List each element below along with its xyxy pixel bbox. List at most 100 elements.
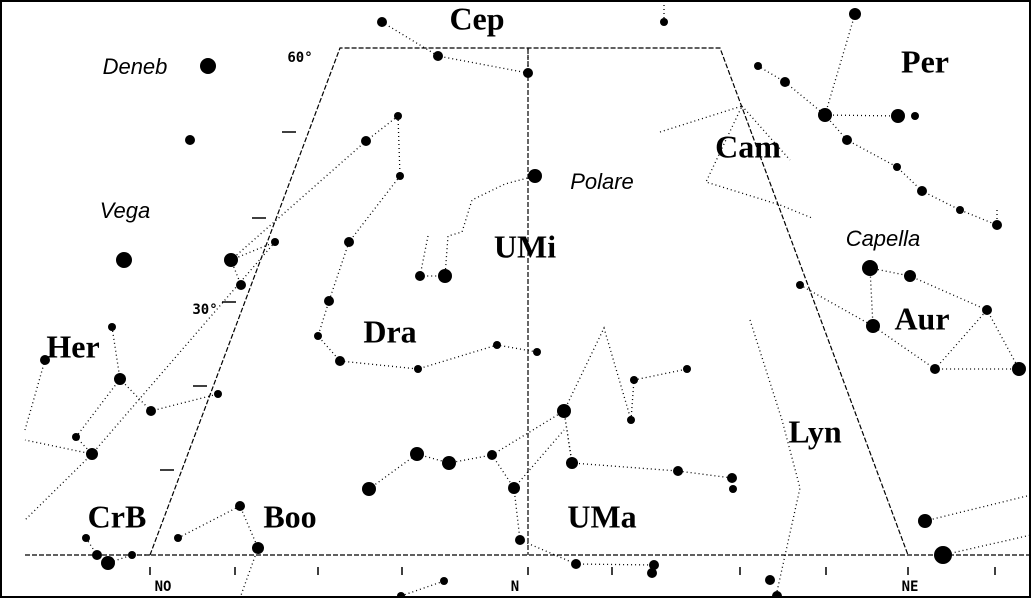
direction-label: NO <box>155 579 172 595</box>
star <box>146 406 156 416</box>
star <box>930 364 940 374</box>
constellation-line <box>563 326 632 421</box>
constellation-label: UMi <box>494 228 556 264</box>
constellation-label: Dra <box>363 313 416 349</box>
star <box>200 58 216 74</box>
star <box>116 252 132 268</box>
star <box>772 591 782 598</box>
star <box>396 172 404 180</box>
constellation-label: Aur <box>894 300 949 336</box>
constellation-line <box>381 21 529 74</box>
star <box>571 559 581 569</box>
star <box>918 514 932 528</box>
star <box>1012 362 1026 376</box>
star <box>394 112 402 120</box>
constellation-line <box>563 410 573 464</box>
star <box>214 390 222 398</box>
altitude-label: 30° <box>192 302 217 318</box>
star <box>796 281 804 289</box>
star <box>442 456 456 470</box>
star <box>780 77 790 87</box>
star <box>236 280 246 290</box>
star <box>649 560 659 570</box>
star <box>818 108 832 122</box>
star <box>842 135 852 145</box>
star <box>92 550 102 560</box>
constellation-label: Boo <box>263 498 316 534</box>
constellation-line <box>177 505 259 598</box>
star <box>397 592 405 598</box>
star <box>934 546 952 564</box>
star <box>523 68 533 78</box>
star <box>252 542 264 554</box>
constellation-line <box>749 319 801 597</box>
star <box>362 482 376 496</box>
star <box>982 305 992 315</box>
star <box>557 404 571 418</box>
stars <box>40 8 1026 598</box>
star <box>754 62 762 70</box>
star <box>224 253 238 267</box>
star <box>235 501 245 511</box>
star <box>992 220 1002 230</box>
star <box>493 341 501 349</box>
constellation-line <box>24 359 46 431</box>
star <box>627 416 635 424</box>
star <box>508 482 520 494</box>
star <box>515 535 525 545</box>
star <box>956 206 964 214</box>
star-name: Vega <box>100 198 151 223</box>
star <box>904 270 916 282</box>
labels: Cep Per Cam UMi Dra Aur Her Lyn CrB Boo UMa Deneb Ve… <box>46 0 949 595</box>
star <box>487 450 497 460</box>
constellation-line <box>757 13 856 117</box>
star <box>891 109 905 123</box>
star <box>438 269 452 283</box>
star <box>128 551 136 559</box>
star <box>271 238 279 246</box>
constellation-label: Lyn <box>788 413 842 449</box>
star <box>361 136 371 146</box>
star <box>911 112 919 120</box>
star <box>566 457 578 469</box>
constellation-label: Cep <box>449 0 504 36</box>
constellation-label: Her <box>46 328 99 364</box>
star <box>528 169 542 183</box>
star <box>114 373 126 385</box>
star-name: Deneb <box>103 54 168 79</box>
star <box>335 356 345 366</box>
constellation-line <box>230 115 399 286</box>
star <box>849 8 861 20</box>
star <box>683 365 691 373</box>
star <box>40 355 50 365</box>
star <box>533 348 541 356</box>
star <box>377 17 387 27</box>
star <box>440 577 448 585</box>
altitude-label: 60° <box>287 50 312 66</box>
star <box>82 534 90 542</box>
star <box>660 18 668 26</box>
star <box>72 433 80 441</box>
star <box>174 534 182 542</box>
star <box>414 365 422 373</box>
star <box>862 260 878 276</box>
star <box>647 568 657 578</box>
grid <box>25 47 1031 556</box>
direction-label: NE <box>902 579 919 595</box>
star <box>185 135 195 145</box>
star <box>917 186 927 196</box>
constellation-label: UMa <box>567 498 636 534</box>
constellation-label: Per <box>901 43 949 79</box>
star <box>108 323 116 331</box>
star <box>893 163 901 171</box>
star <box>866 319 880 333</box>
constellation-line <box>24 378 121 521</box>
star <box>101 556 115 570</box>
constellation-line <box>824 114 899 117</box>
constellation-label: Cam <box>715 128 781 164</box>
star <box>410 447 424 461</box>
star <box>324 296 334 306</box>
star-name: Capella <box>846 226 921 251</box>
star <box>433 51 443 61</box>
